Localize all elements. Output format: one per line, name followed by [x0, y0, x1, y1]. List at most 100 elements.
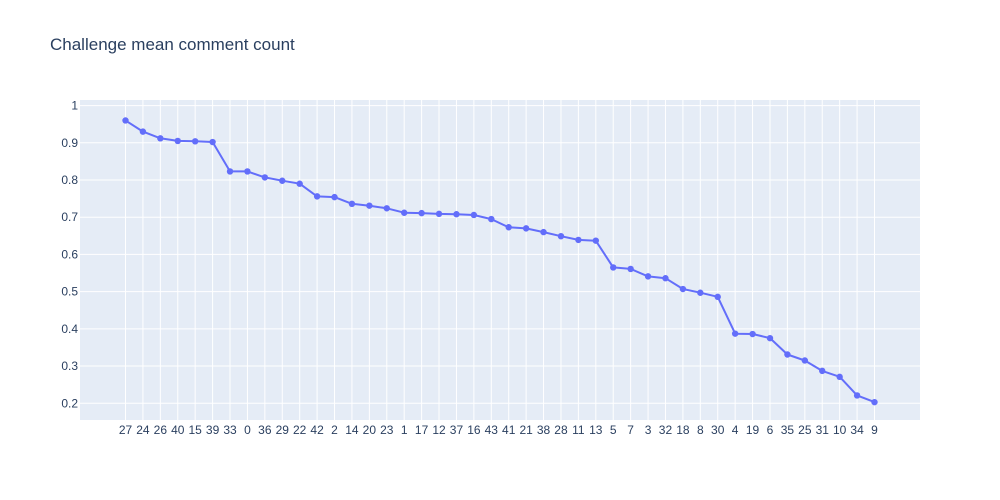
data-point[interactable] — [226, 168, 234, 175]
x-tick-label: 0 — [244, 423, 251, 437]
data-point[interactable] — [819, 367, 826, 375]
data-point[interactable] — [366, 202, 373, 209]
data-point[interactable] — [801, 357, 809, 364]
y-tick-label: 0.8 — [61, 173, 78, 187]
x-tick-label: 13 — [589, 423, 603, 437]
data-point[interactable] — [662, 275, 669, 282]
y-tick-label: 0.6 — [61, 247, 78, 261]
data-point[interactable] — [627, 265, 634, 273]
data-point[interactable] — [209, 138, 216, 146]
x-tick-label: 32 — [659, 423, 673, 437]
data-point[interactable] — [296, 180, 303, 187]
x-tick-label: 26 — [154, 423, 168, 437]
data-point[interactable] — [157, 135, 164, 142]
chart-title: Challenge mean comment count — [50, 35, 295, 54]
x-tick-label: 31 — [816, 423, 830, 437]
data-point[interactable] — [191, 138, 199, 145]
y-tick-label: 0.2 — [61, 396, 78, 410]
x-tick-label: 28 — [554, 423, 568, 437]
x-tick-label: 33 — [223, 423, 237, 437]
x-tick-label: 2 — [331, 423, 338, 437]
data-point[interactable] — [784, 351, 791, 358]
data-point[interactable] — [453, 211, 460, 218]
data-point[interactable] — [174, 137, 181, 145]
data-point[interactable] — [557, 232, 565, 240]
data-point[interactable] — [749, 330, 756, 338]
x-tick-label: 20 — [363, 423, 377, 437]
data-point[interactable] — [383, 205, 390, 212]
y-tick-label: 0.3 — [61, 359, 78, 373]
data-point[interactable] — [836, 373, 843, 381]
y-tick-label: 0.4 — [61, 322, 78, 336]
x-tick-label: 1 — [401, 423, 408, 437]
data-point[interactable] — [418, 209, 425, 217]
series-layer — [122, 117, 878, 406]
y-tick-label: 0.9 — [61, 136, 78, 150]
data-point[interactable] — [505, 224, 512, 231]
x-tick-label: 3 — [645, 423, 652, 437]
data-point[interactable] — [610, 264, 617, 271]
data-point[interactable] — [139, 128, 147, 135]
data-point[interactable] — [679, 285, 687, 293]
x-tick-label: 41 — [502, 423, 516, 437]
x-tick-label: 8 — [697, 423, 704, 437]
x-tick-label: 10 — [833, 423, 847, 437]
gridlines — [80, 100, 920, 420]
data-point[interactable] — [348, 200, 356, 208]
data-point[interactable] — [470, 211, 478, 219]
data-point[interactable] — [871, 398, 878, 406]
x-tick-label: 21 — [519, 423, 533, 437]
data-point[interactable] — [714, 293, 721, 301]
x-tick-label: 22 — [293, 423, 307, 437]
data-point[interactable] — [697, 289, 704, 296]
x-tick-label: 42 — [310, 423, 324, 437]
data-point[interactable] — [522, 225, 530, 232]
data-point[interactable] — [400, 209, 408, 216]
data-point[interactable] — [122, 117, 129, 124]
x-tick-label: 36 — [258, 423, 272, 437]
x-tick-label: 7 — [627, 423, 634, 437]
x-tick-label: 38 — [537, 423, 551, 437]
x-tick-label: 30 — [711, 423, 725, 437]
data-point[interactable] — [853, 392, 861, 399]
x-tick-label: 24 — [136, 423, 150, 437]
x-tick-label: 11 — [572, 423, 585, 437]
x-tick-label: 17 — [415, 423, 429, 437]
y-axis-ticks: 0.2 0.3 0.4 0.5 0.6 0.7 0.8 0.9 1 — [61, 99, 78, 411]
data-point[interactable] — [244, 168, 251, 175]
x-tick-label: 4 — [732, 423, 739, 437]
y-tick-label: 0.7 — [61, 210, 78, 224]
data-point[interactable] — [488, 215, 495, 223]
x-tick-label: 43 — [485, 423, 499, 437]
data-point[interactable] — [575, 236, 582, 244]
data-point[interactable] — [331, 193, 338, 201]
x-tick-label: 40 — [171, 423, 185, 437]
x-tick-label: 15 — [188, 423, 202, 437]
x-tick-label: 16 — [467, 423, 481, 437]
data-point[interactable] — [261, 174, 269, 181]
x-axis-ticks: 27 24 26 40 15 39 33 0 36 29 22 42 2 14 20 23 1 17 12 37 16 4… — [119, 423, 878, 437]
x-tick-label: 5 — [610, 423, 617, 437]
x-tick-label: 6 — [767, 423, 774, 437]
data-point[interactable] — [731, 330, 739, 337]
data-point[interactable] — [435, 210, 443, 218]
x-tick-label: 34 — [850, 423, 864, 437]
data-point[interactable] — [592, 237, 600, 244]
plot-area — [80, 100, 920, 420]
x-tick-label: 9 — [871, 423, 878, 437]
data-point[interactable] — [313, 193, 321, 200]
x-tick-label: 25 — [798, 423, 812, 437]
x-tick-label: 39 — [206, 423, 220, 437]
x-tick-label: 37 — [450, 423, 464, 437]
x-tick-label: 12 — [432, 423, 446, 437]
x-tick-label: 29 — [276, 423, 290, 437]
data-point[interactable] — [766, 334, 774, 342]
data-point[interactable] — [540, 228, 547, 236]
x-tick-label: 19 — [746, 423, 760, 437]
y-tick-label: 0.5 — [61, 285, 78, 299]
data-point[interactable] — [279, 177, 286, 184]
data-point[interactable] — [644, 273, 652, 280]
x-tick-label: 18 — [676, 423, 690, 437]
x-tick-label: 27 — [119, 423, 133, 437]
